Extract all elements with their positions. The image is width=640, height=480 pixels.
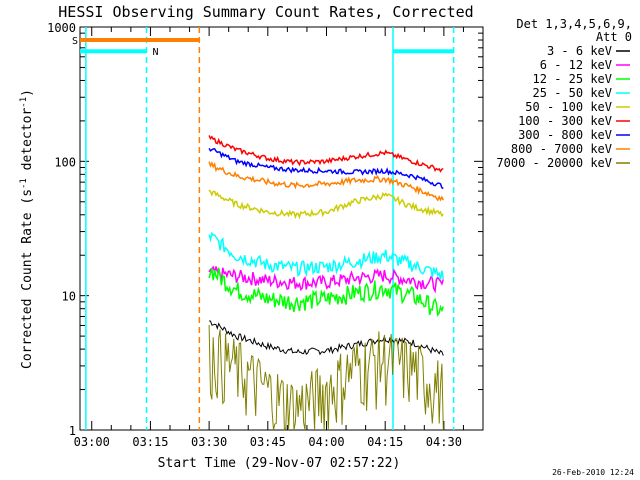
legend-entry-label: 25 - 50 keV <box>533 86 612 100</box>
footer-date: 26-Feb-2010 12:24 <box>552 468 634 477</box>
x-tick-label: 04:15 <box>367 435 403 449</box>
legend-entry-label: 6 - 12 keV <box>540 58 612 72</box>
series-line <box>209 320 444 356</box>
y-axis-label-sup2: -1 <box>19 97 29 108</box>
series-line <box>208 161 444 202</box>
legend-entry-label: 100 - 300 keV <box>518 114 612 128</box>
y-tick-label: 1000 <box>47 21 76 35</box>
x-tick-label: 03:45 <box>250 435 286 449</box>
y-axis-label-end: ) <box>20 89 35 97</box>
y-axis-label-main: Corrected Count Rate (s <box>20 189 35 369</box>
y-tick-label: 10 <box>62 290 76 304</box>
legend-title-line1: Det 1,3,4,5,6,9, <box>516 17 632 31</box>
flag-n-label: N <box>153 47 159 58</box>
x-tick-label: 03:00 <box>74 435 110 449</box>
series-line <box>208 265 445 294</box>
series-line <box>208 324 444 432</box>
flag-s-label: S <box>72 36 78 47</box>
series-line <box>208 135 444 173</box>
series-line <box>208 267 445 317</box>
y-axis-label-mid: detector <box>20 108 35 179</box>
x-ticks: 03:00 03:15 03:30 03:45 04:00 04:15 04:30 <box>74 27 464 449</box>
legend-entry-label: 7000 - 20000 keV <box>496 156 612 170</box>
chart-title: HESSI Observing Summary Count Rates, Cor… <box>58 3 473 21</box>
legend-entry-label: 800 - 7000 keV <box>511 142 612 156</box>
x-tick-label: 03:30 <box>191 435 227 449</box>
x-tick-label: 04:00 <box>308 435 344 449</box>
plot-frame <box>79 26 484 431</box>
x-axis-label: Start Time (29-Nov-07 02:57:22) <box>158 456 401 471</box>
x-tick-label: 03:15 <box>132 435 168 449</box>
series-line <box>208 231 445 280</box>
legend-title-line2: Att 0 <box>596 30 632 44</box>
series-line <box>208 189 444 220</box>
y-axis-label: Corrected Count Rate (s-1 detector-1) <box>19 89 35 369</box>
attenuator-flags: SN <box>72 36 454 58</box>
legend-entry-label: 12 - 25 keV <box>533 72 612 86</box>
legend-entry-label: 3 - 6 keV <box>547 44 612 58</box>
y-tick-label: 100 <box>54 155 76 169</box>
y-tick-label: 1 <box>69 424 76 438</box>
y-axis-label-sup1: -1 <box>19 178 29 189</box>
x-tick-label: 04:30 <box>426 435 462 449</box>
y-ticks: 1 10 100 1000 <box>47 21 483 438</box>
series-lines <box>208 135 445 432</box>
legend-entry-label: 300 - 800 keV <box>518 128 612 142</box>
series-line <box>208 147 444 190</box>
legend-entry-label: 50 - 100 keV <box>525 100 612 114</box>
